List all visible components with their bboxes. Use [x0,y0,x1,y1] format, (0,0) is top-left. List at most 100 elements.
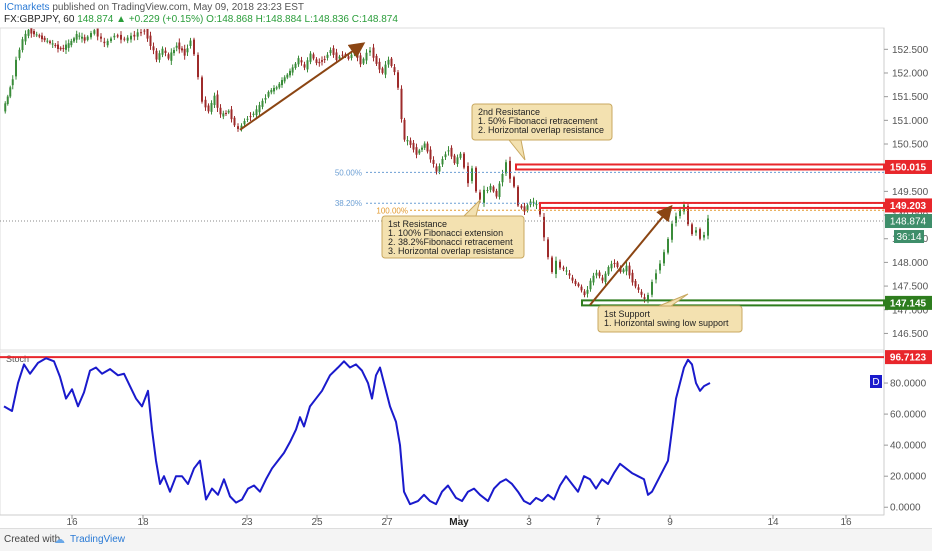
candle-body [291,67,294,73]
resistance-level-label: 149.203 [890,201,927,212]
candle-body [110,38,112,42]
candle-body [616,262,619,268]
candle-body [622,269,625,272]
candle-body [384,64,387,75]
published-text: published on TradingView.com, May 09, 20… [52,2,304,13]
candle-body [133,34,136,37]
candle-body [390,58,393,66]
time-tick-label: 16 [66,517,78,528]
candle-body [450,147,453,157]
candle-body [306,60,309,70]
candle-body [219,107,222,115]
candle-body [543,216,545,238]
tradingview-brand[interactable]: TradingView [70,534,126,545]
resistance-level-line [539,201,885,209]
candle-body [577,283,580,287]
callout-line: 2. 38.2%Fibonacci retracement [388,237,513,247]
publish-line: ICmarkets published on TradingView.com, … [4,2,304,13]
candle-body [222,113,225,117]
candle-body [321,60,323,62]
candle-body [120,34,122,40]
candle-body [559,261,561,268]
price-tick-label: 150.500 [892,140,929,151]
candle-body [24,33,27,42]
candle-body [526,205,529,211]
candle-body [625,265,628,272]
countdown-tag [894,230,924,244]
candle-body [273,87,275,92]
support-level-tag [885,295,932,310]
candle-body [699,229,701,239]
candle-body [173,50,175,54]
candle-body [38,35,41,37]
support-level-label: 147.145 [890,298,927,309]
resistance-level-tag [885,198,932,213]
candle-body [341,54,344,56]
publisher-name[interactable]: ICmarkets [4,2,50,13]
candle-body [149,35,152,46]
candle-body [459,153,462,158]
candle-body [143,30,146,32]
candle-body [335,52,338,61]
candle-body [46,40,49,42]
price-tick-label: 148.000 [892,258,929,269]
candle-body [423,143,426,148]
candle-body [589,280,592,290]
footer: Created with ☁ TradingView [0,528,932,551]
callout-title: 1st Support [604,309,651,319]
stoch-d-badge-label: D [872,377,879,388]
candle-body [463,153,465,168]
callout-line: 1. Horizontal swing low support [604,318,729,328]
last-price-label: 148.874 [890,217,927,228]
candle-body [375,55,378,64]
callout-line: 3. Horizontal overlap resistance [388,246,514,256]
candle-body [378,61,381,70]
candle-body [483,189,485,203]
price-pane [0,27,885,351]
candle-body [73,38,75,42]
candle-body [201,77,203,102]
candle-body [312,54,315,59]
candle-body [532,201,535,203]
candle-body [551,257,553,273]
candle-body [116,35,119,37]
candle-body [691,224,693,235]
callout-title: 2nd Resistance [478,107,540,117]
callout-line: 2. Horizontal overlap resistance [478,125,604,135]
candle-body [475,167,477,192]
candle-body [315,59,318,64]
stoch-d-badge[interactable] [870,375,882,388]
trend-arrow [589,204,673,306]
candle-body [604,273,607,283]
candle-body [126,37,129,41]
candle-body [51,43,54,45]
time-tick-label: May [449,517,469,528]
candle-body [640,291,643,295]
candle-body [359,55,362,65]
countdown-label: 36:14 [896,232,921,243]
price-chart[interactable]: 146.500147.000147.500148.000148.500149.0… [0,0,932,528]
candle-body [403,119,406,140]
candle-body [479,192,481,201]
stoch-tick-label: 60.0000 [890,410,927,421]
candle-body [601,277,604,281]
support-level-line [581,299,885,307]
candle-body [381,68,384,73]
candle-body [651,281,653,295]
candle-body [264,98,267,100]
candle-body [675,216,677,223]
stoch-series-line [3,357,711,506]
candle-body [574,280,577,285]
candle-body [607,267,610,275]
candle-body [568,273,571,276]
candle-body [489,185,492,190]
candle-body [610,263,613,269]
candle-body [495,190,498,197]
callout-line: 1. 50% Fibonacci retracement [478,116,598,126]
candle-body [164,50,167,53]
candle-body [197,54,199,78]
candle-body [267,91,270,97]
candle-body [27,29,30,36]
candle-body [565,270,568,272]
candle-body [663,252,665,264]
